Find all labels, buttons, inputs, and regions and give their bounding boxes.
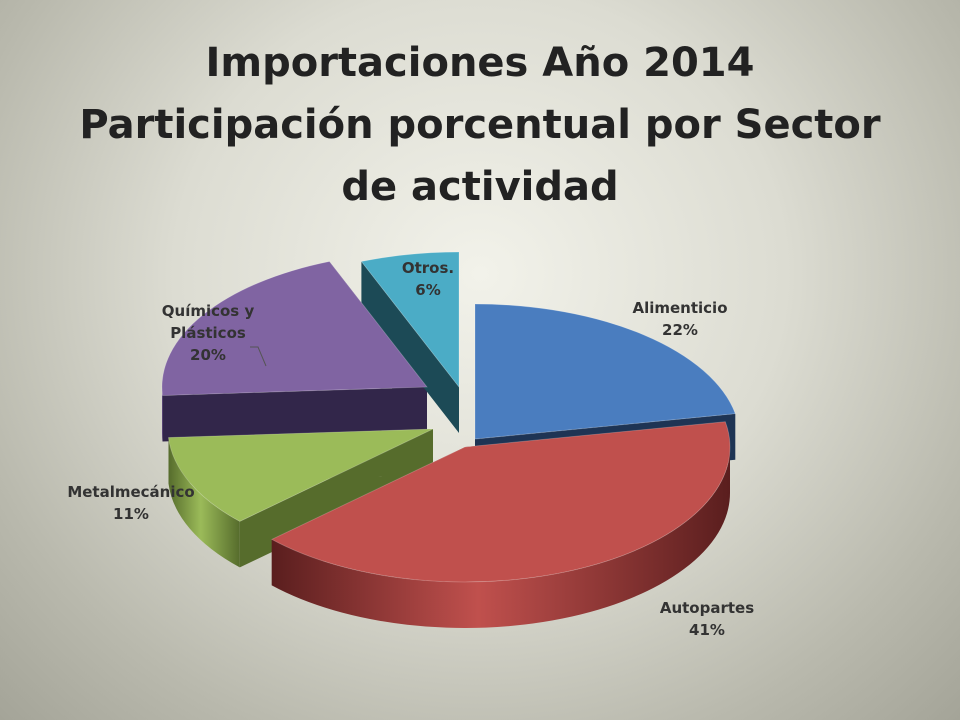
slice-wall-otros [361,252,459,433]
slice-quimicos-y-plasticos [161,261,428,396]
slice-autopartes [270,421,731,583]
chart-title-line-1: Importaciones Año 2014 [205,40,755,86]
slice-label-otros: Otros. 6% [402,259,454,299]
slice-label-autopartes: Autopartes 41% [660,599,754,639]
slice-alimenticio [474,303,736,440]
pie-labels: Alimenticio 22% Autopartes 41% Metalmecánico… [67,259,754,639]
chart-title: Importaciones Año 2014 Participación por… [40,32,920,218]
leader-line-quimicos [250,346,267,367]
slice-side-metalmecanico [168,437,240,568]
slice-side-autopartes [271,447,730,628]
slice-3d-otros [361,252,459,433]
slice-metalmecanico [168,428,434,522]
slice-label-metalmecanico: Metalmecánico 11% [67,483,194,523]
slice-otros [360,251,460,389]
slice-side-quimicos-y-plasticos [161,387,163,442]
slice-label-alimenticio: Alimenticio 22% [632,299,727,339]
chart-title-line-3: de actividad [341,164,619,210]
pie-tops [161,251,736,583]
chart-title-line-2: Participación porcentual por Sector [79,102,881,148]
slice-label-quimicos-y-plasticos: Químicos y Plásticos 20% [162,302,255,364]
